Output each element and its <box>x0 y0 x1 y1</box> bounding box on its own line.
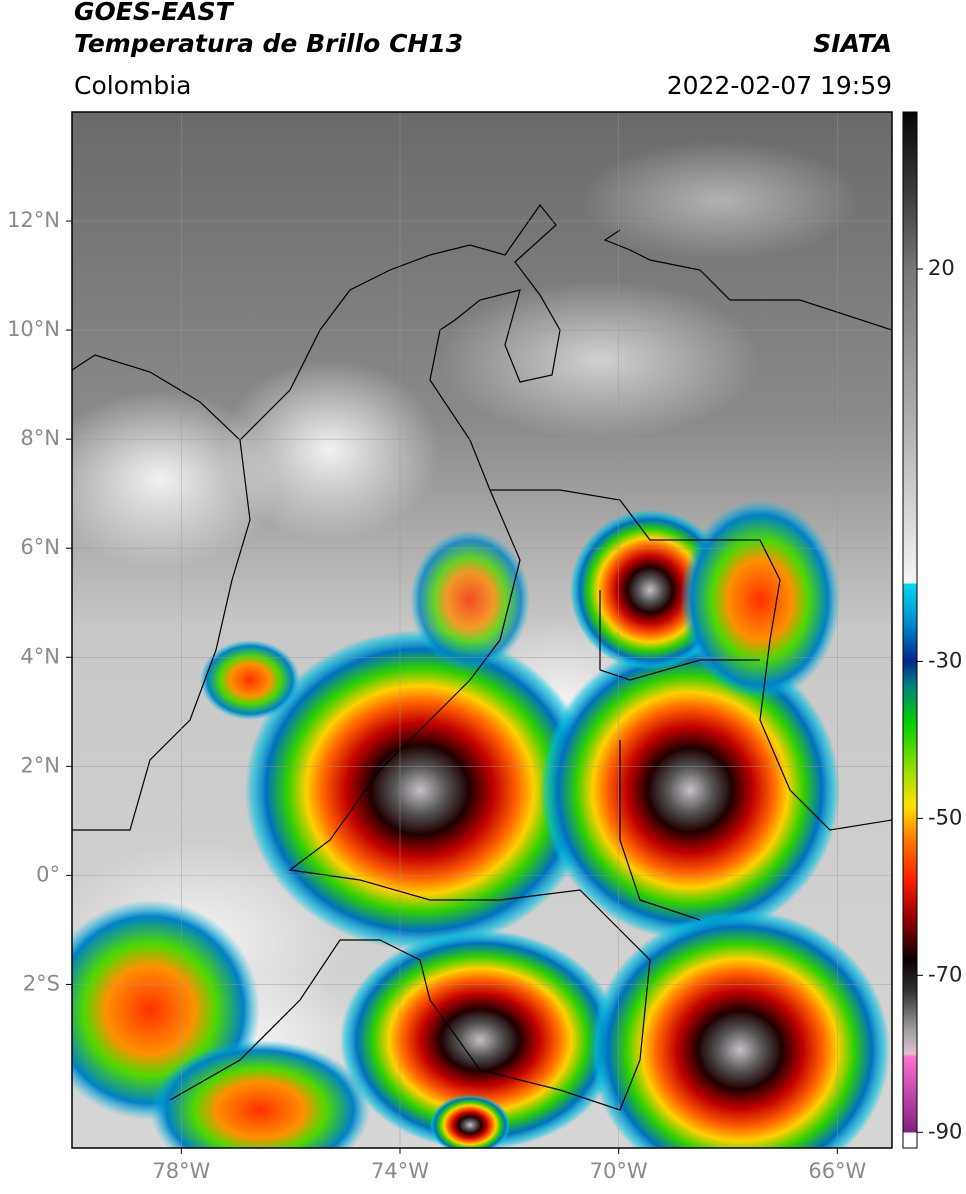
map-frame <box>71 111 893 1149</box>
y-tick-label: 0° <box>36 862 60 886</box>
x-tick-label: 74°W <box>371 1159 429 1183</box>
y-tick-label: 6°N <box>20 535 60 559</box>
x-tick-label: 78°W <box>152 1159 210 1183</box>
colorbar-tick-label: 20 <box>928 256 955 280</box>
y-tick-label: 2°N <box>20 753 60 777</box>
y-tick-label: 4°N <box>20 644 60 668</box>
y-tick-label: 8°N <box>20 426 60 450</box>
colorbar-tick-label: -30 <box>928 648 962 672</box>
y-tick-label: 12°N <box>7 208 60 232</box>
colorbar-tick-label: -70 <box>928 962 962 986</box>
region: Colombia <box>74 71 191 100</box>
colorbar-tick-label: -90 <box>928 1119 962 1143</box>
x-tick-label: 70°W <box>590 1159 648 1183</box>
subtitle: Temperatura de Brillo CH13 <box>74 29 463 58</box>
x-tick-label: 66°W <box>808 1159 866 1183</box>
colorbar <box>902 111 918 1149</box>
y-tick-label: 10°N <box>7 317 60 341</box>
y-tick-label: 2°S <box>23 971 60 995</box>
source: SIATA <box>813 29 892 58</box>
datetime: 2022-02-07 19:59 <box>667 71 892 100</box>
title: GOES-EAST <box>74 0 235 26</box>
colorbar-tick-label: -50 <box>928 805 962 829</box>
satellite-image <box>72 112 892 1148</box>
